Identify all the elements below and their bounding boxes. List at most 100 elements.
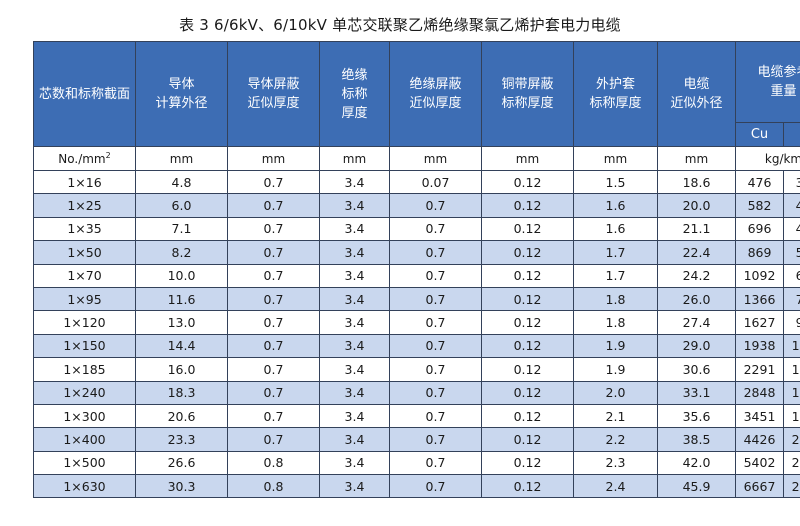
table-cell: 0.7 xyxy=(389,380,482,405)
table-cell: 26.6 xyxy=(135,450,228,476)
unit-cell: mm xyxy=(319,146,390,171)
table-cell: 1×185 xyxy=(33,357,136,382)
unit-cell: mm xyxy=(657,146,736,171)
table-cell: 4.8 xyxy=(135,169,228,195)
table-cell: 30.3 xyxy=(135,474,228,499)
header-conductor-screen: 导体屏蔽 近似厚度 xyxy=(227,41,320,147)
table-cell: 8.2 xyxy=(135,240,228,265)
table-cell: 0.7 xyxy=(389,403,482,429)
table-cell: 0.12 xyxy=(481,333,574,359)
table-cell: 6.0 xyxy=(135,193,228,218)
header-insulation-thickness: 绝缘 标称 厚度 xyxy=(319,41,390,147)
table-row: 1×164.80.73.40.070.121.518.6476379 xyxy=(33,169,800,195)
table-cell: 0.7 xyxy=(389,310,482,335)
header-conductor-diameter: 导体 计算外径 xyxy=(135,41,228,147)
table-cell: 1366 xyxy=(735,286,784,312)
table-cell: 3.4 xyxy=(319,216,390,242)
table-cell: 1×70 xyxy=(33,263,136,288)
table-cell: 0.7 xyxy=(389,427,482,452)
table-cell: 1938 xyxy=(735,333,784,359)
table-cell: 1.8 xyxy=(573,286,658,312)
table-cell: 5402 xyxy=(735,450,784,476)
table-cell: 1×500 xyxy=(33,450,136,476)
table-cell: 1×120 xyxy=(33,310,136,335)
table-cell: 0.12 xyxy=(481,380,574,405)
table-cell: 35.6 xyxy=(657,403,736,429)
table-cell: 0.12 xyxy=(481,193,574,218)
table-title: 表 3 6/6kV、6/10kV 单芯交联聚乙烯绝缘聚氯乙烯护套电力电缆 xyxy=(179,16,621,34)
table-cell: 3.4 xyxy=(319,310,390,335)
header-cable-diameter: 电缆 近似外径 xyxy=(657,41,736,147)
table-cell: 1×400 xyxy=(33,427,136,452)
table-cell: 0.7 xyxy=(227,263,320,288)
table-cell: 0.7 xyxy=(227,403,320,429)
table-cell: 2.0 xyxy=(573,380,658,405)
header-cu: Cu xyxy=(735,122,784,147)
table-cell: 14.4 xyxy=(135,333,228,359)
unit-cell: kg/km xyxy=(734,146,800,171)
table-cell: 23.3 xyxy=(135,427,228,452)
table-cell: 484 xyxy=(782,216,800,242)
table-cell: 1×630 xyxy=(33,474,136,499)
table-cell: 2001 xyxy=(782,427,800,452)
table-cell: 0.7 xyxy=(227,310,320,335)
table-cell: 3.4 xyxy=(319,240,390,265)
table-cell: 0.12 xyxy=(481,403,574,429)
table-cell: 696 xyxy=(735,216,784,242)
table-cell: 0.12 xyxy=(481,216,574,242)
table-cell: 0.12 xyxy=(481,427,574,452)
header-core-section: 芯数和标称截面 xyxy=(33,41,136,147)
table-cell: 26.0 xyxy=(657,286,736,312)
table-cell: 1×150 xyxy=(33,333,136,359)
table-cell: 3.4 xyxy=(319,333,390,359)
table-cell: 1.7 xyxy=(573,263,658,288)
table-cell: 582 xyxy=(735,193,784,218)
unit-cell: mm xyxy=(135,146,228,171)
table-cell: 0.7 xyxy=(389,286,482,312)
table-cell: 18.3 xyxy=(135,380,228,405)
table-cell: 2848 xyxy=(735,380,784,405)
table-cell: 0.12 xyxy=(481,286,574,312)
header-al: Al xyxy=(782,122,800,147)
table-cell: 42.0 xyxy=(657,450,736,476)
table-row: 1×357.10.73.40.70.121.621.1696484 xyxy=(33,216,800,242)
table-cell: 0.12 xyxy=(481,474,574,499)
table-cell: 1.8 xyxy=(573,310,658,335)
table-cell: 27.4 xyxy=(657,310,736,335)
unit-cell: mm xyxy=(389,146,482,171)
table-cell: 0.7 xyxy=(389,263,482,288)
table-cell: 0.12 xyxy=(481,310,574,335)
table-cell: 21.1 xyxy=(657,216,736,242)
table-cell: 0.7 xyxy=(227,333,320,359)
unit-cell: mm xyxy=(227,146,320,171)
table-cell: 1.9 xyxy=(573,357,658,382)
table-cell: 1.6 xyxy=(573,216,658,242)
header-copper-tape: 铜带屏蔽 标称厚度 xyxy=(481,41,574,147)
table-cell: 3.4 xyxy=(319,427,390,452)
cable-spec-table: 芯数和标称截面 导体 计算外径 导体屏蔽 近似厚度 绝缘 标称 厚度 绝缘屏蔽 近似厚度 … xyxy=(33,41,800,499)
table-cell: 0.7 xyxy=(227,216,320,242)
table-cell: 0.7 xyxy=(389,450,482,476)
unit-cell: No./mm2 xyxy=(33,146,136,171)
table-cell: 20.0 xyxy=(657,193,736,218)
table-cell: 0.7 xyxy=(227,193,320,218)
table-cell: 0.7 xyxy=(389,474,482,499)
table-cell: 2291 xyxy=(735,357,784,382)
table-cell: 30.6 xyxy=(657,357,736,382)
table-cell: 1.6 xyxy=(573,193,658,218)
table-cell: 790 xyxy=(782,286,800,312)
table-cell: 1.5 xyxy=(573,169,658,195)
table-cell: 22.4 xyxy=(657,240,736,265)
table-cell: 0.7 xyxy=(227,357,320,382)
table-cell: 7.1 xyxy=(135,216,228,242)
table-cell: 1×50 xyxy=(33,240,136,265)
header-outer-sheath: 外护套 标称厚度 xyxy=(573,41,658,147)
table-cell: 0.12 xyxy=(481,169,574,195)
table-cell: 0.7 xyxy=(389,216,482,242)
table-cell: 1×95 xyxy=(33,286,136,312)
